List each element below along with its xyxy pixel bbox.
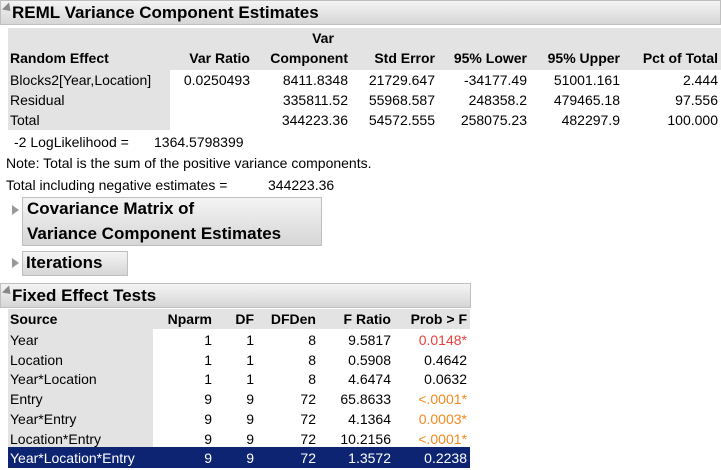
column-header: Random Effect [10,50,109,66]
table-cell: 9.5817 [348,332,391,348]
row-label: Entry [10,391,43,408]
table-cell: 0.0250493 [183,72,250,88]
note: Note: Total is the sum of the positive v… [6,155,372,171]
table-cell: 100.000 [667,112,718,128]
table-cell: 10.2156 [340,430,391,447]
table-cell: 482297.9 [561,112,620,128]
table-cell: 248358.2 [468,92,527,108]
table-cell: 0.2238 [424,450,467,467]
row-label: Year*Entry [10,410,77,427]
table-cell: 9 [204,450,212,467]
table-cell: 4.6474 [348,371,391,388]
table-cell: <.0001* [418,391,467,408]
table-header-bg [8,309,470,329]
row-label: Location*Entry [10,430,102,447]
table-cell: 0.0148* [418,332,467,348]
column-header: Nparm [167,311,212,327]
table-cell: <.0001* [418,430,467,447]
table-cell: 65.8633 [340,391,391,408]
row-label: Year*Location*Entry [10,450,135,467]
section-title: Fixed Effect Tests [12,286,157,305]
section-header[interactable] [22,251,128,276]
table-cell: -34177.49 [463,72,527,88]
table-cell: 479465.18 [553,92,620,108]
row-label: Total [10,112,40,128]
table-cell: 97.556 [675,92,718,108]
table-cell: 344223.36 [281,112,348,128]
table-cell: 9 [246,430,254,447]
column-header: Var Ratio [189,50,250,66]
table-cell: 0.4642 [424,351,467,368]
section-title: Variance Component Estimates [27,224,282,243]
table-cell: 9 [204,391,212,408]
column-header: F Ratio [343,311,391,327]
section-title: Iterations [26,253,103,272]
column-header: Component [270,50,348,66]
table-cell: 335811.52 [282,92,348,108]
row-label: Blocks2[Year,Location] [10,72,152,88]
table-cell: 9 [246,391,254,408]
row-label: Location [10,351,63,368]
table-cell: 1 [204,351,212,368]
table-cell: 1 [246,371,254,388]
table-cell: 1 [246,351,254,368]
table-cell: 0.0632 [424,371,467,388]
column-header: Std Error [374,50,435,66]
table-cell: 8 [308,332,316,348]
table-header-bg [8,28,721,70]
table-cell: 72 [300,450,316,467]
label-column-bg [8,329,153,449]
table-cell: 1 [246,332,254,348]
value: 344223.36 [268,177,335,193]
section-header[interactable] [0,0,721,25]
column-header: 95% Lower [453,50,527,66]
table-cell: 8 [308,351,316,368]
disclosure-icon[interactable] [12,258,19,268]
label: -2 LogLikelihood = [14,134,129,150]
selected-row[interactable] [8,447,470,469]
table-cell: 55968.587 [368,92,435,108]
column-header: DFDen [270,311,316,327]
table-cell: 0.0003* [418,410,467,427]
table-cell: 54572.555 [368,112,435,128]
section-header[interactable] [22,197,322,246]
column-header: Source [10,311,58,327]
table-cell: 2.444 [682,72,718,88]
table-cell: 9 [204,410,212,427]
column-header: 95% Upper [547,50,620,66]
table-cell: 8 [308,371,316,388]
column-header: DF [235,311,254,327]
label: Total including negative estimates = [6,177,228,193]
table-cell: 72 [300,391,316,408]
table-cell: 1 [204,332,212,348]
table-cell: 0.5908 [348,351,391,368]
table-cell: 258075.23 [460,112,527,128]
section-title: REML Variance Component Estimates [12,3,319,22]
table-cell: 4.1364 [348,410,391,427]
row-label: Year*Location [10,371,97,388]
table-cell: 72 [300,430,316,447]
table-cell: 1.3572 [348,450,391,467]
column-header: Pct of Total [642,50,718,66]
table-cell: 21729.647 [368,72,435,88]
row-label: Residual [10,92,65,108]
table-cell: 51001.161 [553,72,620,88]
table-cell: 1 [204,371,212,388]
table-cell: 9 [246,450,254,467]
disclosure-icon[interactable] [12,205,19,215]
table-cell: 8411.8348 [282,72,348,88]
row-label: Year [10,332,39,348]
section-header[interactable] [0,283,471,308]
value: 1364.5798399 [154,134,244,150]
column-header: Prob > F [410,311,467,327]
table-cell: 9 [204,430,212,447]
section-title: Covariance Matrix of [27,199,195,218]
column-header: Var [312,30,334,46]
table-cell: 9 [246,410,254,427]
table-cell: 72 [300,410,316,427]
label-column-bg [8,70,170,130]
